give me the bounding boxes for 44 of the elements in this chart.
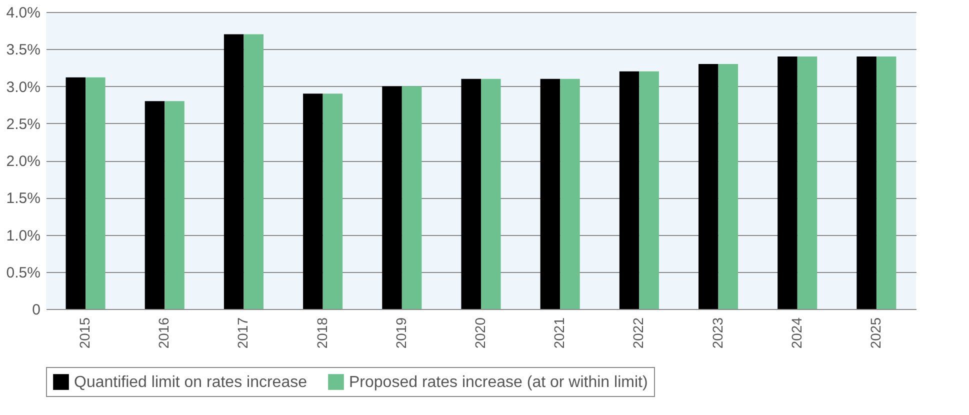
bar [856,56,876,309]
bar [382,86,402,309]
legend-label: Proposed rates increase (at or within limit) [349,374,648,391]
y-tick-label: 3.5% [6,42,40,59]
legend-label: Quantified limit on rates increase [74,374,308,391]
bar [876,56,896,309]
y-tick-label: 2.5% [6,116,40,133]
bar [797,56,818,309]
x-tick-label: 2016 [156,317,172,349]
bar [619,71,640,309]
bar [224,34,244,309]
bar [322,94,343,309]
bar [402,86,422,309]
x-tick-label: 2023 [709,317,726,349]
x-tick-label: 2017 [234,317,251,349]
bar [698,64,718,309]
x-tick-label: 2024 [788,317,804,349]
x-tick-label: 2020 [472,317,488,349]
y-tick-label: 3.0% [6,78,40,96]
y-tick-label: 1.5% [6,190,40,208]
y-tick-label: 2.0% [6,153,40,170]
bar [164,101,184,309]
bar [66,77,86,309]
x-tick-label: 2025 [867,317,884,349]
y-tick-label: 4.0% [6,4,40,22]
x-tick-label: 2021 [551,317,568,349]
bar [244,34,264,309]
y-tick-label: 0.5% [6,264,40,282]
x-tick-label: 2018 [314,317,330,349]
bar [461,78,481,309]
y-tick-label: 0 [32,302,40,318]
x-tick-label: 2022 [630,317,646,349]
bar [303,94,323,309]
bar [144,101,165,309]
bar [778,56,798,309]
x-tick-label: 2019 [392,317,409,349]
bar [718,64,738,309]
bar [481,78,501,309]
bar [86,77,106,309]
bar [639,71,659,309]
bar [560,78,580,309]
bar [540,78,560,309]
y-tick-label: 1.0% [6,227,40,244]
x-tick-label: 2015 [76,317,93,349]
